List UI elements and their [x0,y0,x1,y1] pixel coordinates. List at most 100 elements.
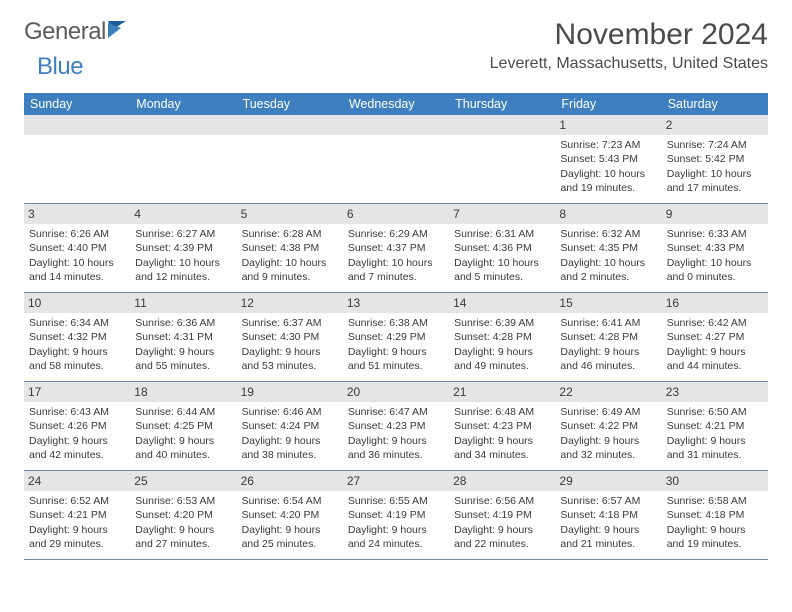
day-cell: 20Sunrise: 6:47 AMSunset: 4:23 PMDayligh… [343,382,449,470]
day-cell: 30Sunrise: 6:58 AMSunset: 4:18 PMDayligh… [662,471,768,559]
day-cell: 9Sunrise: 6:33 AMSunset: 4:33 PMDaylight… [662,204,768,292]
day-number [449,115,555,135]
daylight-line2: and 21 minutes. [560,537,656,551]
daylight-line1: Daylight: 9 hours [242,434,338,448]
day-number: 11 [130,293,236,313]
daylight-line2: and 49 minutes. [454,359,550,373]
day-cell: 29Sunrise: 6:57 AMSunset: 4:18 PMDayligh… [555,471,661,559]
day-cell: 24Sunrise: 6:52 AMSunset: 4:21 PMDayligh… [24,471,130,559]
daylight-line1: Daylight: 10 hours [242,256,338,270]
sunset-text: Sunset: 5:43 PM [560,152,656,166]
month-title: November 2024 [490,18,768,51]
daylight-line2: and 40 minutes. [135,448,231,462]
logo-text-blue: Blue [37,53,83,81]
sunrise-text: Sunrise: 6:26 AM [29,227,125,241]
day-number: 19 [237,382,343,402]
daylight-line2: and 44 minutes. [667,359,763,373]
sunrise-text: Sunrise: 6:53 AM [135,494,231,508]
sunset-text: Sunset: 4:18 PM [560,508,656,522]
day-cell: 3Sunrise: 6:26 AMSunset: 4:40 PMDaylight… [24,204,130,292]
day-number: 6 [343,204,449,224]
sunrise-text: Sunrise: 6:33 AM [667,227,763,241]
daylight-line1: Daylight: 10 hours [560,256,656,270]
day-cell: 22Sunrise: 6:49 AMSunset: 4:22 PMDayligh… [555,382,661,470]
daylight-line2: and 9 minutes. [242,270,338,284]
daylight-line2: and 32 minutes. [560,448,656,462]
logo-text-general: General [24,18,106,46]
sunset-text: Sunset: 4:18 PM [667,508,763,522]
day-number: 21 [449,382,555,402]
sunrise-text: Sunrise: 6:58 AM [667,494,763,508]
day-number: 2 [662,115,768,135]
day-cell: 25Sunrise: 6:53 AMSunset: 4:20 PMDayligh… [130,471,236,559]
day-number: 3 [24,204,130,224]
daylight-line2: and 51 minutes. [348,359,444,373]
daylight-line1: Daylight: 9 hours [560,523,656,537]
sunrise-text: Sunrise: 6:46 AM [242,405,338,419]
day-cell: 17Sunrise: 6:43 AMSunset: 4:26 PMDayligh… [24,382,130,470]
daylight-line1: Daylight: 9 hours [242,345,338,359]
sunset-text: Sunset: 4:33 PM [667,241,763,255]
sunset-text: Sunset: 4:25 PM [135,419,231,433]
day-cell: 15Sunrise: 6:41 AMSunset: 4:28 PMDayligh… [555,293,661,381]
daylight-line1: Daylight: 9 hours [454,345,550,359]
sunset-text: Sunset: 5:42 PM [667,152,763,166]
flag-icon [108,18,128,46]
daylight-line1: Daylight: 9 hours [135,434,231,448]
sunset-text: Sunset: 4:29 PM [348,330,444,344]
daylight-line1: Daylight: 10 hours [560,167,656,181]
day-number: 24 [24,471,130,491]
daylight-line2: and 58 minutes. [29,359,125,373]
day-number: 17 [24,382,130,402]
sunrise-text: Sunrise: 6:31 AM [454,227,550,241]
sunset-text: Sunset: 4:21 PM [667,419,763,433]
sunrise-text: Sunrise: 6:52 AM [29,494,125,508]
sunrise-text: Sunrise: 6:41 AM [560,316,656,330]
week-row: 3Sunrise: 6:26 AMSunset: 4:40 PMDaylight… [24,204,768,293]
daylight-line1: Daylight: 9 hours [667,345,763,359]
sunrise-text: Sunrise: 6:44 AM [135,405,231,419]
day-cell [449,115,555,203]
sunset-text: Sunset: 4:23 PM [348,419,444,433]
sunset-text: Sunset: 4:31 PM [135,330,231,344]
day-cell: 12Sunrise: 6:37 AMSunset: 4:30 PMDayligh… [237,293,343,381]
week-row: 24Sunrise: 6:52 AMSunset: 4:21 PMDayligh… [24,471,768,560]
daylight-line1: Daylight: 9 hours [560,434,656,448]
daylight-line2: and 29 minutes. [29,537,125,551]
sunrise-text: Sunrise: 7:23 AM [560,138,656,152]
sunset-text: Sunset: 4:39 PM [135,241,231,255]
daylight-line1: Daylight: 9 hours [135,523,231,537]
sunset-text: Sunset: 4:19 PM [454,508,550,522]
day-number: 29 [555,471,661,491]
day-number: 10 [24,293,130,313]
sunrise-text: Sunrise: 6:47 AM [348,405,444,419]
day-cell [237,115,343,203]
sunrise-text: Sunrise: 6:54 AM [242,494,338,508]
daylight-line2: and 0 minutes. [667,270,763,284]
daylight-line2: and 25 minutes. [242,537,338,551]
daylight-line2: and 2 minutes. [560,270,656,284]
title-block: November 2024 Leverett, Massachusetts, U… [490,18,768,73]
daylight-line1: Daylight: 9 hours [29,345,125,359]
day-cell: 18 Sunrise: 6:44 AMSunset: 4:25 PMDayligh… [130,382,236,470]
day-cell: 14Sunrise: 6:39 AMSunset: 4:28 PMDayligh… [449,293,555,381]
sunrise-text: Sunrise: 6:43 AM [29,405,125,419]
day-number [343,115,449,135]
sunset-text: Sunset: 4:20 PM [135,508,231,522]
sunset-text: Sunset: 4:19 PM [348,508,444,522]
day-cell: 27Sunrise: 6:55 AMSunset: 4:19 PMDayligh… [343,471,449,559]
week-row: 1Sunrise: 7:23 AMSunset: 5:43 PMDaylight… [24,115,768,204]
daylight-line2: and 12 minutes. [135,270,231,284]
weekday-wednesday: Wednesday [343,93,449,115]
day-number: 18 [130,382,236,402]
daylight-line1: Daylight: 9 hours [29,434,125,448]
weekday-sunday: Sunday [24,93,130,115]
weekday-thursday: Thursday [449,93,555,115]
sunset-text: Sunset: 4:28 PM [454,330,550,344]
daylight-line1: Daylight: 10 hours [454,256,550,270]
daylight-line1: Daylight: 10 hours [667,256,763,270]
day-number: 20 [343,382,449,402]
daylight-line2: and 14 minutes. [29,270,125,284]
day-cell: 26Sunrise: 6:54 AMSunset: 4:20 PMDayligh… [237,471,343,559]
daylight-line1: Daylight: 10 hours [348,256,444,270]
